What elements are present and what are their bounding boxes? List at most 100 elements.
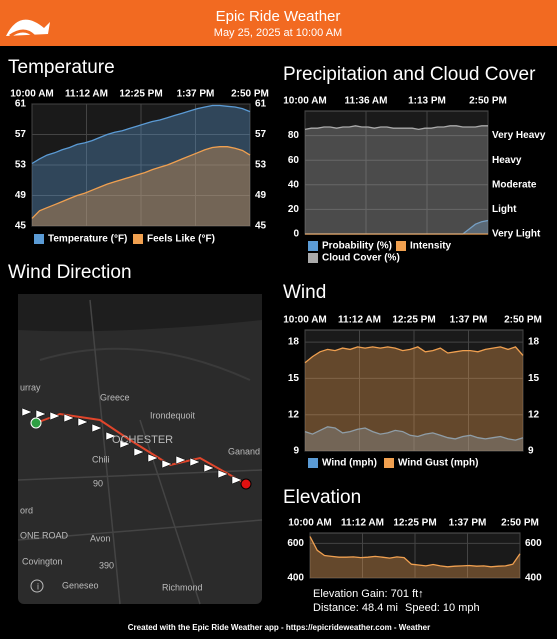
y2-tick-label: Light [492,204,517,215]
x-tick-label: 10:00 AM [283,315,327,326]
y-tick-label-right: 400 [525,573,542,584]
y-tick-label: 40 [288,179,300,190]
map-title: Wind Direction [8,262,132,283]
y-tick-label: 0 [293,229,299,240]
map [17,294,263,605]
y-tick-label-right: 9 [528,446,534,457]
y2-tick-label: Very Light [492,229,541,240]
y-tick-label: 18 [288,337,300,348]
legend-label: Intensity [410,241,452,252]
map-label: ord [20,505,33,515]
y-tick-label: 80 [288,130,300,141]
y2-tick-label: Very Heavy [492,130,546,141]
series-area [305,220,488,234]
logo [6,19,50,38]
x-tick-label: 1:13 PM [408,96,446,107]
chart-title: Temperature [8,57,115,78]
y-tick-label: 12 [288,409,300,420]
x-tick-label: 1:37 PM [450,315,488,326]
y-tick-label: 60 [288,155,300,166]
legend-label: Wind Gust (mph) [398,458,478,469]
y-tick-label: 9 [293,446,299,457]
chart-title: Wind [283,282,326,303]
series-area [305,346,523,451]
x-tick-label: 2:50 PM [469,96,507,107]
legend-label: Cloud Cover (%) [322,253,400,264]
legend-label: Temperature (°F) [48,234,127,245]
legend-swatch [308,241,318,251]
x-tick-label: 11:12 AM [338,315,381,326]
series-area [305,426,523,451]
map-label: Avon [90,533,110,543]
x-tick-label: 11:12 AM [65,89,108,100]
map-label: OCHESTER [112,434,173,446]
series-line [304,346,524,364]
x-tick-label: 10:00 AM [288,518,332,529]
x-tick-label: 1:37 PM [177,89,215,100]
map-label: 390 [99,560,114,570]
map-label: Chili [92,454,110,464]
y-tick-label: 600 [287,538,304,549]
y-tick-label: 53 [15,160,27,171]
y-tick-label: 57 [15,129,27,140]
map-label: 90 [93,478,103,488]
series-area [32,146,250,226]
y-tick-label-right: 57 [255,129,267,140]
y-tick-label-right: 45 [255,221,267,232]
legend-swatch [133,234,143,244]
series-line [309,536,521,568]
x-tick-label: 11:36 AM [345,96,388,107]
series-line [31,146,251,219]
y-tick-label: 45 [15,221,27,232]
y-tick-label: 49 [15,190,27,201]
y-tick-label-right: 18 [528,337,540,348]
header-bar [0,0,557,46]
y-tick-label: 400 [287,573,304,584]
plot-area [304,110,489,235]
stat: Speed: 10 mph [405,602,480,614]
legend-swatch [308,253,318,263]
x-tick-label: 12:25 PM [119,89,162,100]
x-tick-label: 10:00 AM [10,89,54,100]
y-tick-label: 61 [15,99,27,110]
x-tick-label: 11:12 AM [341,518,384,529]
y2-tick-label: Moderate [492,179,537,190]
app-subtitle: May 25, 2025 at 10:00 AM [214,27,342,39]
stat: Elevation Gain: 701 ft↑ [313,588,424,600]
y-tick-label-right: 600 [525,538,542,549]
map-label: ONE ROAD [20,530,69,540]
map-label: Covington [22,556,63,566]
map-label: i [37,581,39,591]
series-line [304,125,488,131]
y2-tick-label: Heavy [492,155,522,166]
map-label: Irondequoit [150,410,196,420]
x-tick-label: 1:37 PM [449,518,487,529]
stat: Distance: 48.4 mi [313,602,398,614]
y-tick-label-right: 61 [255,99,267,110]
chart-title: Precipitation and Cloud Cover [283,64,536,85]
y-tick-label-right: 49 [255,190,267,201]
x-tick-label: 2:50 PM [231,89,269,100]
legend-label: Wind (mph) [322,458,377,469]
legend-swatch [34,234,44,244]
legend-swatch [308,458,318,468]
map-label: Geneseo [62,580,99,590]
legend-swatch [384,458,394,468]
y-tick-label: 15 [288,373,300,384]
series-line [304,426,524,441]
y-tick-label: 20 [288,204,300,215]
footer: Created with the Epic Ride Weather app -… [128,623,430,632]
x-tick-label: 12:25 PM [393,518,436,529]
y-tick-label-right: 53 [255,160,267,171]
y-tick-label-right: 15 [528,373,540,384]
x-tick-label: 2:50 PM [504,315,542,326]
chart-title: Elevation [283,487,361,508]
legend-swatch [396,241,406,251]
x-tick-label: 2:50 PM [501,518,539,529]
series-line [31,104,251,165]
map-label: Greece [100,392,130,402]
x-tick-label: 10:00 AM [283,96,327,107]
series-area [305,125,488,234]
app-title: Epic Ride Weather [216,8,341,25]
